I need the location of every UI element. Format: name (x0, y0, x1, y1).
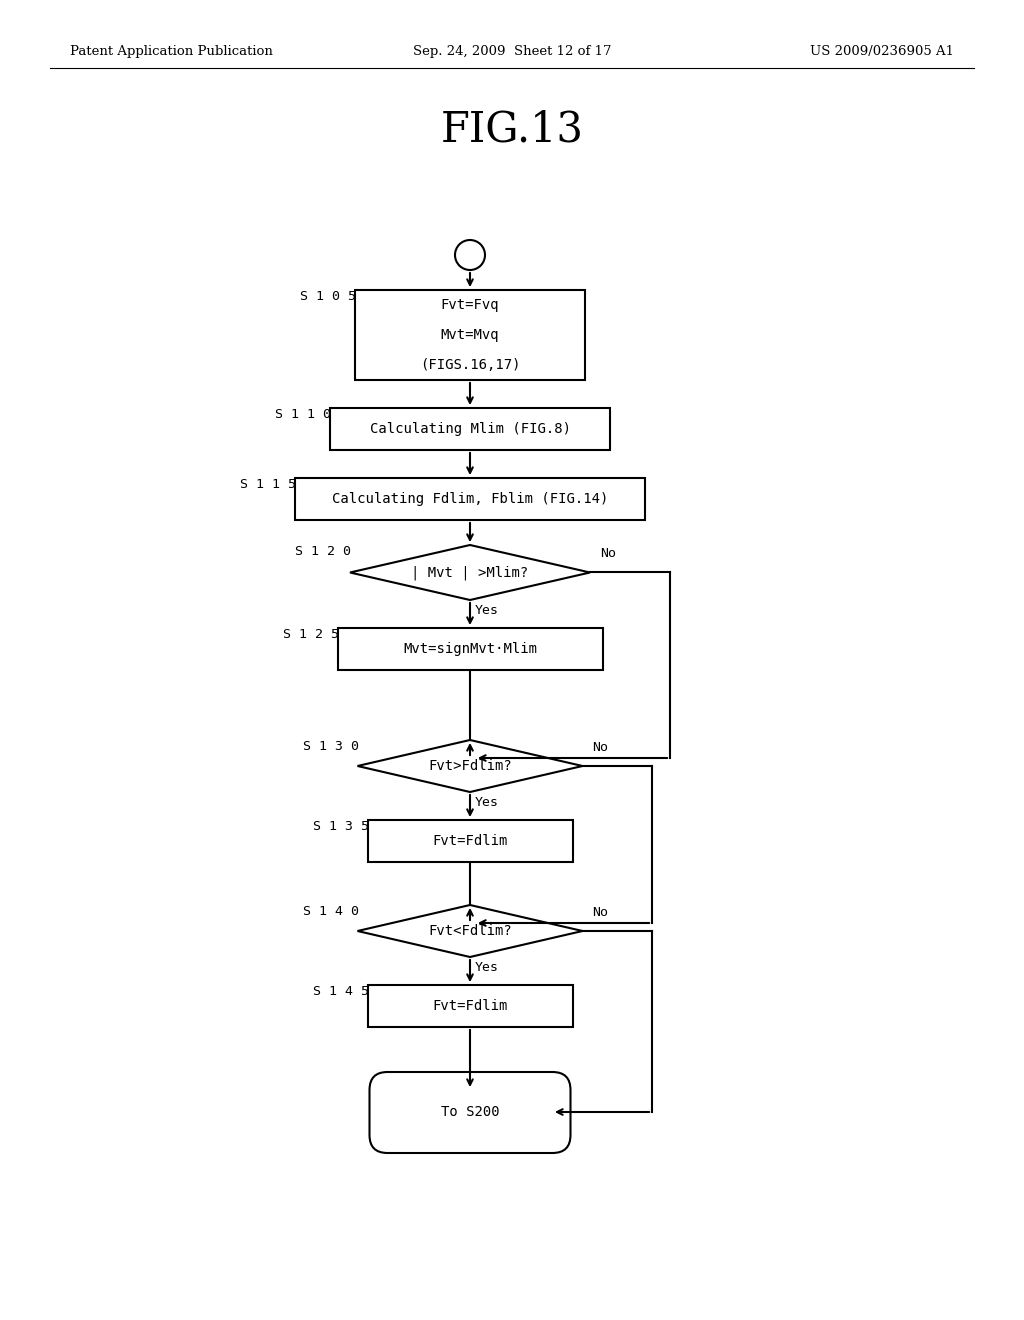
Text: S 1 3 0: S 1 3 0 (303, 741, 359, 752)
Text: S 1 3 5: S 1 3 5 (313, 820, 369, 833)
FancyBboxPatch shape (295, 478, 645, 520)
Text: FIG.13: FIG.13 (440, 110, 584, 150)
Text: (FIGS.16,17): (FIGS.16,17) (420, 358, 520, 372)
FancyBboxPatch shape (330, 408, 610, 450)
Text: Calculating Fdlim, Fblim (FIG.14): Calculating Fdlim, Fblim (FIG.14) (332, 492, 608, 506)
FancyBboxPatch shape (368, 985, 572, 1027)
Text: S 1 0 5: S 1 0 5 (300, 290, 356, 304)
Text: Fvt<Fdlim?: Fvt<Fdlim? (428, 924, 512, 939)
Text: S 1 2 5: S 1 2 5 (283, 628, 339, 642)
FancyBboxPatch shape (370, 1072, 570, 1152)
Polygon shape (357, 906, 583, 957)
Text: Yes: Yes (475, 605, 499, 616)
Text: Fvt=Fvq: Fvt=Fvq (440, 298, 500, 312)
Text: No: No (592, 741, 608, 754)
Text: Fvt>Fdlim?: Fvt>Fdlim? (428, 759, 512, 774)
Text: Mvt=signMvt·Mlim: Mvt=signMvt·Mlim (403, 642, 537, 656)
Polygon shape (357, 741, 583, 792)
Text: Calculating Mlim (FIG.8): Calculating Mlim (FIG.8) (370, 422, 570, 436)
Polygon shape (350, 545, 590, 601)
Text: Patent Application Publication: Patent Application Publication (70, 45, 272, 58)
Text: Yes: Yes (475, 961, 499, 974)
Circle shape (455, 240, 485, 271)
Text: | Mvt | >Mlim?: | Mvt | >Mlim? (412, 565, 528, 579)
Text: Mvt=Mvq: Mvt=Mvq (440, 327, 500, 342)
Text: Yes: Yes (475, 796, 499, 809)
Text: Sep. 24, 2009  Sheet 12 of 17: Sep. 24, 2009 Sheet 12 of 17 (413, 45, 611, 58)
Text: S 1 1 0: S 1 1 0 (275, 408, 331, 421)
Text: S 1 1 5: S 1 1 5 (240, 478, 296, 491)
Text: S 1 4 0: S 1 4 0 (303, 906, 359, 917)
Text: No: No (592, 906, 608, 919)
Text: US 2009/0236905 A1: US 2009/0236905 A1 (810, 45, 954, 58)
FancyBboxPatch shape (368, 820, 572, 862)
Text: To S200: To S200 (440, 1106, 500, 1119)
Text: S 1 4 5: S 1 4 5 (313, 985, 369, 998)
Text: S 1 2 0: S 1 2 0 (295, 545, 351, 558)
Text: Fvt=Fdlim: Fvt=Fdlim (432, 834, 508, 847)
Text: No: No (600, 546, 616, 560)
Text: Fvt=Fdlim: Fvt=Fdlim (432, 999, 508, 1012)
FancyBboxPatch shape (355, 290, 585, 380)
FancyBboxPatch shape (338, 628, 602, 671)
